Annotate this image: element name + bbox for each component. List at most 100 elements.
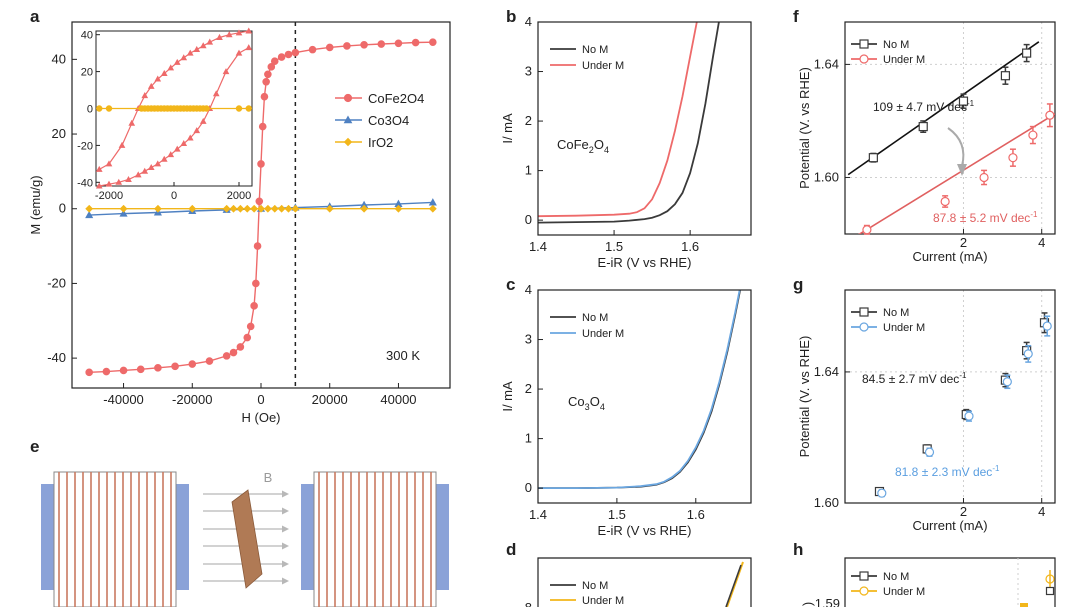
inset-cofe-point (216, 33, 223, 40)
series-Under-M-point (1042, 321, 1052, 331)
panel-label-a: a (30, 7, 40, 26)
legend-h-nom-label: No M (883, 571, 909, 583)
inset-cofe-point (167, 64, 175, 71)
panel-f-slope-nom-value: 109 ± 4.7 mV dec (873, 100, 967, 114)
series-Co3O4-point (85, 210, 94, 219)
panel-label-h: h (793, 540, 803, 559)
panel-a-ytick-label: 40 (52, 51, 66, 66)
cell-right-left-plate (301, 484, 314, 590)
series-CoFe2O4-point (171, 362, 179, 371)
panel-g-slope-nom: 84.5 ± 2.7 mV dec-1 (862, 371, 967, 386)
panel-d-frame (537, 557, 752, 607)
inset-iro2-point (96, 105, 103, 112)
panel-f-slope-underm-value: 87.8 ± 5.2 mV dec (933, 211, 1030, 225)
series-Under-M-point (924, 447, 935, 457)
inset-xtick-label: 0 (171, 190, 177, 202)
panel-b-ytick-label: 0 (525, 212, 532, 227)
series-CoFe2O4-point (222, 352, 231, 360)
panel-g-xtick-label: 2 (960, 504, 967, 519)
legend-IrO2-marker (343, 137, 353, 147)
panel-f-slope-nom: 109 ± 4.7 mV dec-1 (873, 99, 975, 114)
inset-cofe-point (193, 127, 201, 134)
panel-a-ytick-label: -20 (47, 275, 66, 290)
panel-c-ytick-label: 2 (525, 381, 532, 396)
series-CoFe2O4-point (270, 57, 279, 66)
inset-ytick-label: 0 (87, 104, 93, 116)
panel-g-slope-nom-value: 84.5 ± 2.7 mV dec (862, 372, 959, 386)
series-CoFe2O4-point (264, 70, 272, 79)
series-CoFe2O4-point (246, 322, 255, 331)
panel-g: g 2 4 1.60 1.64 Current (mA) Potential (V. vs … (793, 275, 1056, 533)
panel-label-b: b (506, 7, 516, 26)
inset-cofe-point (235, 29, 243, 36)
panel-c-material: Co3O4 (568, 394, 605, 412)
inset-cofe-point (160, 155, 168, 162)
series-CoFe2O4-point (257, 160, 265, 168)
series-Under-M-curve (538, 22, 698, 218)
field-arrow-head (282, 525, 289, 533)
series-CoFe2O4-point (253, 242, 262, 250)
series-CoFe2O4-point (429, 38, 437, 46)
inset-cofe-point (180, 140, 188, 147)
panel-d-ytick-label: 8 (525, 600, 532, 607)
series-IrO2-point (360, 204, 368, 213)
panel-b-ytick-label: 2 (525, 113, 532, 128)
legend-g-nom-marker (859, 307, 869, 317)
inset-cofe-point (186, 134, 194, 141)
inset-ytick-label: 40 (81, 30, 93, 42)
panel-d-underm-curve (726, 561, 744, 607)
inset-cofe-point (173, 145, 181, 152)
legend-Co3O4-label: Co3O4 (368, 113, 409, 128)
panel-a-xtick-label: -40000 (103, 392, 143, 407)
panel-b-material-part: 4 (604, 145, 609, 155)
panel-a-temperature: 300 K (386, 348, 420, 363)
panel-g-ylabel: Potential (V. vs RHE) (797, 336, 812, 458)
legend-f-nom-label: No M (883, 39, 909, 51)
series-No-M-point (868, 153, 878, 163)
inset-cofe-point (245, 44, 253, 51)
series-No-M-point (1022, 48, 1032, 58)
series-CoFe2O4-point (360, 40, 368, 49)
series-Under-M-point (964, 411, 974, 421)
panel-c-material-part: Co (568, 394, 585, 409)
panel-c-ytick-label: 4 (525, 282, 532, 297)
panel-f-ytick-label: 1.60 (814, 169, 839, 184)
inset-cofe-point (154, 75, 162, 82)
inset-cofe-point (245, 27, 253, 34)
magnet-slab (231, 489, 263, 589)
series-No-M-fit-line (847, 41, 1040, 176)
legend-h-nom-marker (859, 571, 869, 581)
series-CoFe2O4-point (343, 42, 351, 50)
series-IrO2-point (222, 204, 231, 213)
panel-b-ylabel: I/ mA (500, 113, 515, 144)
panel-a-xtick-label: -20000 (172, 392, 212, 407)
inset-cofe-point (141, 92, 149, 99)
inset-xtick-label: 2000 (227, 190, 251, 202)
panel-b-material-part: O (594, 137, 604, 152)
legend-g-underm-marker (859, 322, 869, 332)
legend-b-nom-label: No M (582, 44, 608, 56)
field-label-b: B (264, 470, 273, 485)
panel-b-xtick-label: 1.6 (681, 239, 699, 254)
legend-CoFe2O4-marker (343, 93, 353, 103)
panel-d-nom-curve (725, 564, 742, 607)
inset-iro2-point (203, 105, 210, 112)
series-IrO2-point (119, 204, 128, 213)
series-Under-M-point (1045, 110, 1055, 120)
inset-cofe-point (95, 165, 103, 172)
inset-cofe-point (147, 82, 155, 89)
series-CoFe2O4-point (85, 368, 93, 377)
inset-cofe-point (212, 90, 220, 97)
inset-cofe-point (199, 42, 207, 49)
inset-ytick-label: 20 (81, 67, 93, 79)
panel-b: b 1.4 1.5 1.6 0 1 2 3 4 E-iR (V vs RHE) I/ mA No M U… (500, 7, 752, 270)
inset-cofe-point (125, 176, 132, 183)
series-CoFe2O4-point (277, 53, 286, 61)
inset-iro2-point (105, 105, 113, 112)
panel-c-material-part: 4 (600, 402, 605, 412)
series-CoFe2O4-point (394, 39, 403, 48)
series-No-M-curve (538, 22, 720, 224)
inset-cofe-point (147, 164, 155, 171)
